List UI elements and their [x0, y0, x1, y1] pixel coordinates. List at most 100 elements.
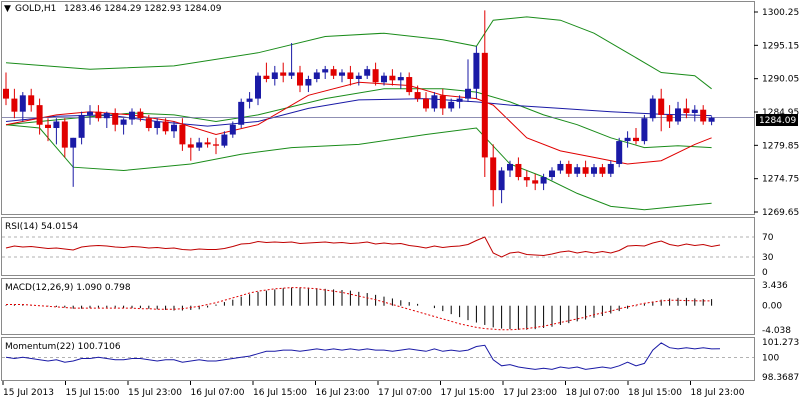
candle-body: [423, 98, 429, 109]
candle: [339, 69, 345, 83]
candle-body: [532, 180, 539, 184]
time-axis-label: 16 Jul 07:00: [191, 388, 245, 398]
candle-body: [221, 134, 228, 146]
candle-body: [103, 112, 110, 119]
time-axis-label: 16 Jul 23:00: [316, 388, 370, 398]
candle: [532, 173, 539, 191]
candle: [45, 118, 51, 142]
candle-body: [95, 111, 102, 119]
rsi-tick-label: 30: [762, 253, 774, 263]
momentum-layer: [2, 342, 754, 370]
time-axis-label: 15 Jul 15:00: [66, 388, 120, 398]
macd-signal-line: [6, 287, 712, 331]
candle-body: [666, 114, 673, 122]
candle: [498, 167, 505, 204]
candle-body: [78, 114, 85, 138]
candle-body: [213, 144, 219, 146]
candle-body: [549, 170, 555, 178]
candle-body: [263, 75, 270, 79]
candle-body: [658, 98, 665, 115]
candle-body: [36, 105, 43, 125]
candle-body: [313, 72, 320, 79]
candle-body: [565, 163, 572, 174]
candle-body: [498, 170, 505, 191]
price-tick-label: 1269.65: [762, 208, 799, 218]
candle: [523, 170, 530, 187]
candle-body: [481, 52, 488, 158]
candle: [708, 116, 715, 126]
candle: [70, 137, 77, 187]
candle: [280, 62, 287, 83]
candle-body: [473, 52, 480, 89]
candle: [53, 118, 60, 145]
momentum-label: Momentum(22) 100.7106: [5, 342, 121, 352]
time-axis-label: 16 Jul 15:00: [253, 388, 307, 398]
price-tick-label: 1284.95: [762, 108, 799, 118]
candle: [641, 114, 648, 145]
candle: [431, 92, 438, 112]
candle-body: [507, 163, 513, 171]
candle: [557, 160, 564, 174]
price-tick-label: 1290.05: [762, 75, 799, 85]
candle: [372, 62, 379, 86]
candle: [61, 118, 68, 158]
candle-body: [229, 124, 236, 135]
candle: [691, 105, 698, 122]
candle: [624, 131, 631, 148]
axis-layer: 1300.25 1295.15 1290.05 1284.95 1279.85 1274.…: [2, 8, 799, 398]
candle-body: [616, 141, 623, 164]
candle: [381, 72, 387, 86]
candle-body: [557, 163, 564, 171]
candle-body: [582, 167, 589, 174]
candle-body: [406, 77, 413, 93]
rsi-tick-label: 0: [762, 268, 768, 278]
rsi-tick-label: 70: [762, 233, 774, 243]
candle-body: [112, 112, 119, 125]
candle-body: [70, 137, 77, 148]
candle: [271, 65, 278, 86]
candle-body: [330, 69, 337, 76]
candle: [666, 105, 673, 129]
candle-body: [204, 142, 211, 145]
candle: [162, 118, 169, 135]
candle: [448, 98, 455, 112]
candle: [515, 157, 522, 181]
candle: [330, 65, 337, 79]
candle-body: [61, 121, 68, 148]
candle: [549, 167, 555, 181]
symbol-label: GOLD,H1: [15, 4, 56, 14]
header-arrow-icon[interactable]: ▼: [4, 4, 11, 14]
candle-body: [280, 72, 287, 76]
candle-body: [339, 72, 345, 76]
candle-body: [145, 118, 152, 129]
candle: [355, 72, 362, 86]
candle: [658, 88, 665, 132]
candle: [171, 121, 177, 138]
candle: [137, 108, 144, 122]
rsi-line: [5, 236, 721, 258]
candle: [649, 95, 656, 122]
candle-body: [708, 117, 715, 122]
candle: [456, 95, 463, 109]
candle: [187, 137, 194, 161]
candle: [423, 92, 429, 112]
candle-body: [414, 92, 421, 99]
candle-body: [372, 69, 379, 83]
candle-body: [11, 98, 18, 112]
candle-body: [465, 88, 471, 99]
candle: [364, 65, 371, 79]
candle: [591, 163, 597, 178]
candle-body: [45, 124, 51, 129]
candle: [255, 72, 261, 106]
candle: [540, 173, 547, 191]
candle: [213, 137, 219, 155]
candle-body: [3, 88, 9, 99]
candle-body: [490, 157, 497, 191]
candle-body: [607, 163, 614, 174]
candle-body: [255, 75, 261, 99]
candle-body: [305, 78, 312, 86]
candle-body: [540, 177, 547, 184]
candle-body: [322, 69, 329, 73]
momentum-tick-label: 98.3687: [762, 373, 799, 383]
